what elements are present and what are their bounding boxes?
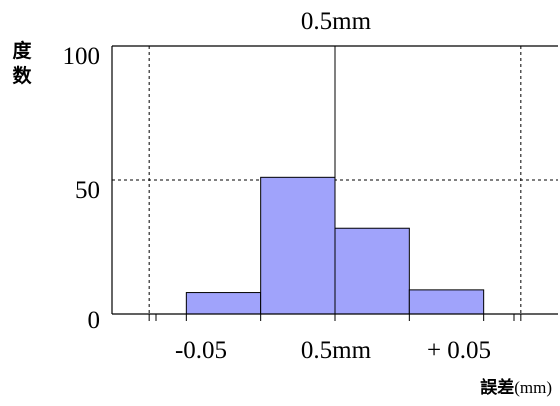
- y-tick-label-50: 50: [75, 177, 100, 204]
- x-axis-unit-sub: (mm): [514, 378, 552, 397]
- chart-title: 0.5mm: [301, 8, 372, 35]
- frame-layer: [111, 45, 558, 321]
- histogram-bar-0: [185, 292, 262, 315]
- histogram-bar-2: [334, 227, 410, 315]
- y-axis-label-top: 度: [12, 39, 32, 62]
- x-axis-unit-label: 誤差(mm): [480, 377, 552, 398]
- x-tick-label-plus: + 0.05: [427, 337, 491, 364]
- y-tick-label-0: 0: [88, 307, 101, 334]
- x-tick-label-center: 0.5mm: [301, 337, 372, 364]
- y-axis-label-bottom: 数: [12, 64, 32, 87]
- histogram-bar-3: [408, 289, 485, 315]
- x-axis-unit-main: 誤差: [480, 377, 514, 398]
- y-tick-label-100: 100: [63, 43, 101, 70]
- histogram-bar-1: [260, 176, 336, 315]
- bars-layer: [185, 176, 485, 315]
- x-tick-label-minus: -0.05: [175, 337, 227, 364]
